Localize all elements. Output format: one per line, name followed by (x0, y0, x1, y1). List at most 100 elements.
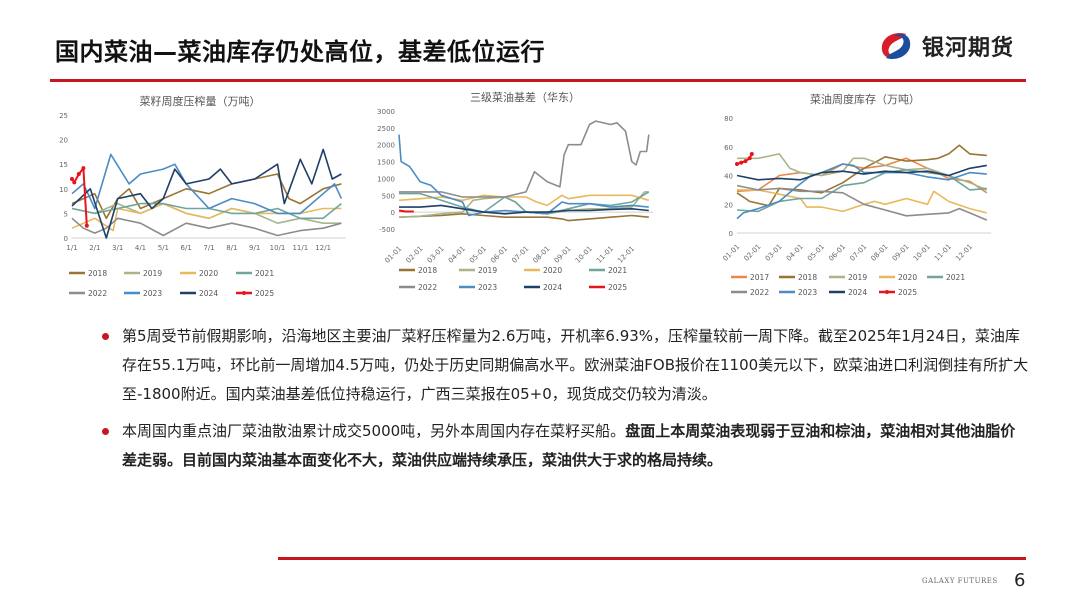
y-tick-label: 10 (59, 186, 68, 194)
legend-label-2024: 2024 (199, 289, 218, 298)
series-line-2021 (736, 169, 987, 213)
y-tick-label: 2000 (377, 142, 395, 150)
x-tick-label: 9/1 (249, 244, 260, 252)
series-line-2019 (737, 153, 988, 191)
data-point-2025 (81, 166, 86, 171)
y-tick-label: 5 (64, 210, 68, 218)
y-tick-label: 0 (391, 209, 395, 217)
series-line-2023 (736, 163, 987, 220)
commentary: 第5周受节前假期影响，沿海地区主要油厂菜籽压榨量为2.6万吨，开机率6.93%，… (100, 322, 1030, 483)
y-tick-label: 20 (59, 137, 68, 145)
x-tick-label: 01-01 (383, 245, 403, 265)
x-tick-label: 03-01 (426, 245, 446, 265)
chart-title: 三级菜油基差（华东） (470, 90, 580, 104)
y-tick-label: 3000 (377, 108, 395, 116)
x-tick-label: 07-01 (848, 243, 868, 263)
x-tick-label: 1/1 (66, 244, 77, 252)
bullet-dot (102, 333, 109, 340)
series-line-2024 (71, 148, 342, 239)
x-tick-label: 7/1 (203, 244, 214, 252)
x-tick-label: 6/1 (181, 244, 192, 252)
series-line-2022 (71, 217, 342, 237)
x-tick-label: 8/1 (226, 244, 237, 252)
y-tick-label: 1500 (377, 159, 395, 167)
legend-label-2021: 2021 (946, 273, 965, 282)
series-line-2018 (398, 213, 649, 222)
legend-label-2019: 2019 (848, 273, 867, 282)
data-point-2025 (735, 162, 739, 166)
legend-label-2021: 2021 (608, 266, 627, 275)
legend-label-2021: 2021 (255, 269, 274, 278)
data-point-2025 (739, 160, 744, 165)
header-divider (50, 79, 1026, 82)
x-tick-label: 04-01 (785, 243, 805, 263)
x-tick-label: 08-01 (532, 245, 552, 265)
data-point-2025 (747, 156, 752, 161)
footer-brand: GALAXY FUTURES (922, 577, 998, 585)
series-line-2024 (399, 204, 649, 215)
data-point-2025 (70, 176, 74, 181)
legend-label-2024: 2024 (543, 283, 562, 292)
legend-label-2018: 2018 (88, 269, 107, 278)
series-line-2022 (736, 184, 988, 221)
data-point-2025 (76, 172, 81, 177)
x-tick-label: 02-01 (405, 245, 425, 265)
galaxy-logo-icon (881, 32, 911, 60)
data-point-2025 (72, 180, 77, 185)
x-tick-label: 10-01 (912, 243, 932, 263)
basis-chart: 三级菜油基差（华东） -500 0 500 1000 1500 2000 2500 3000 01… (377, 90, 653, 292)
y-tick-label: 80 (724, 115, 733, 123)
x-tick-label: 05-01 (468, 245, 488, 265)
legend-label-2020: 2020 (898, 273, 917, 282)
y-tick-label: 500 (382, 192, 395, 200)
legend-label-2025: 2025 (255, 289, 274, 298)
x-tick-label: 08-01 (870, 243, 890, 263)
legend-label-2023: 2023 (143, 289, 162, 298)
legend-label-2024: 2024 (848, 288, 867, 297)
x-tick-label: 06-01 (827, 243, 847, 263)
slide-title: 国内菜油—菜油库存仍处高位，基差低位运行 (55, 38, 545, 66)
series-line-2021 (399, 191, 650, 215)
chart-title: 菜油周度库存（万吨） (810, 92, 920, 106)
legend-label-2018: 2018 (418, 266, 437, 275)
legend-marker (885, 290, 889, 294)
logo-text: 银河期货 (922, 36, 1015, 61)
bullet-text: 第5周受节前假期影响，沿海地区主要油厂菜籽压榨量为2.6万吨，开机率6.93%，… (122, 327, 1029, 403)
x-tick-label: 12/1 (315, 244, 331, 252)
legend-label-2023: 2023 (798, 288, 817, 297)
x-tick-label: 09-01 (891, 243, 911, 263)
galaxy-futures-logo: 银河期货 (876, 30, 1014, 62)
series-line-2023 (398, 134, 649, 217)
legend-label-2018: 2018 (798, 273, 817, 282)
x-tick-label: 4/1 (135, 244, 146, 252)
legend-label-2020: 2020 (199, 269, 218, 278)
x-tick-label: 11-01 (595, 245, 615, 265)
series-line-2024 (736, 164, 987, 181)
y-tick-label: -500 (379, 226, 395, 234)
x-tick-label: 09-01 (553, 245, 573, 265)
series-line-2020 (737, 189, 987, 214)
bullet-bold-text: 盘面上本周菜油表现弱于豆油和棕油，菜油相对其他油脂价差走弱。目前国内菜油基本面变… (122, 422, 1016, 469)
series-line-2020 (398, 194, 650, 207)
legend-label-2023: 2023 (478, 283, 497, 292)
series-line-2025 (398, 209, 414, 213)
bullet-item: 本周国内重点油厂菜油散油累计成交5000吨，另外本周国内存在菜籽买船。盘面上本周… (100, 417, 1030, 475)
legend-marker (242, 291, 246, 295)
x-tick-label: 2/1 (89, 244, 100, 252)
bullet-text: 本周国内重点油厂菜油散油累计成交5000吨，另外本周国内存在菜籽买船。 (122, 422, 626, 440)
y-tick-label: 60 (724, 144, 733, 152)
x-tick-label: 04-01 (447, 245, 467, 265)
series-line-2023 (71, 153, 343, 215)
x-tick-label: 03-01 (764, 243, 784, 263)
y-tick-label: 15 (59, 161, 68, 169)
x-tick-label: 06-01 (489, 245, 509, 265)
y-tick-label: 0 (64, 235, 68, 243)
legend-label-2025: 2025 (898, 288, 917, 297)
bullet-dot (102, 428, 109, 435)
footer-divider (278, 557, 1026, 560)
y-tick-label: 40 (724, 173, 733, 181)
x-tick-label: 05-01 (806, 243, 826, 263)
x-tick-label: 01-01 (721, 243, 741, 263)
